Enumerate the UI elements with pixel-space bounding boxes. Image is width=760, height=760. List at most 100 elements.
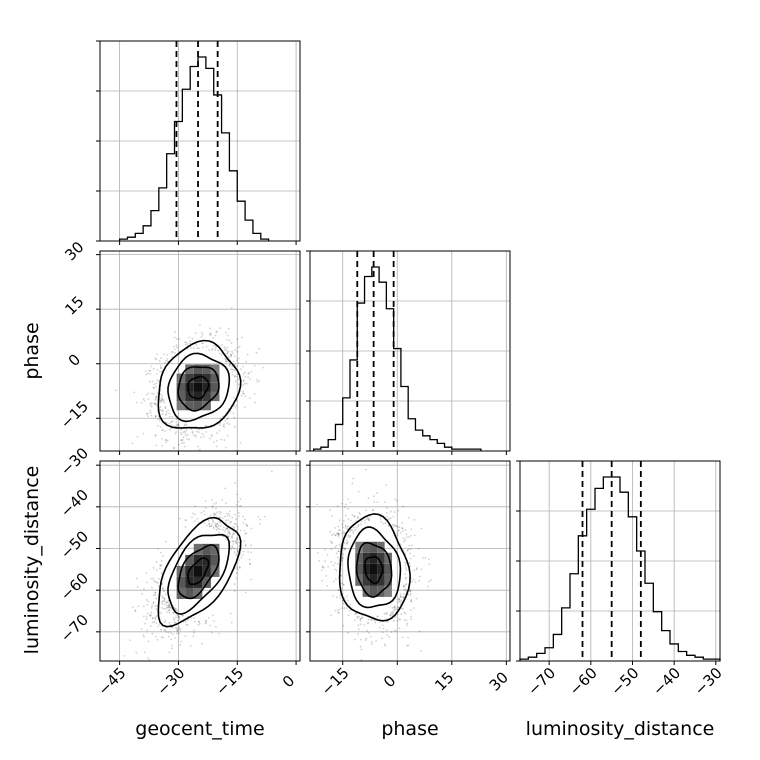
sample-point [176, 627, 178, 630]
sample-point [154, 433, 157, 436]
sample-point [321, 566, 324, 569]
sample-point [142, 398, 145, 400]
sample-point [236, 549, 239, 552]
sample-point [399, 543, 402, 546]
sample-point [403, 593, 405, 596]
sample-point [399, 593, 402, 595]
y-tick-label-phase: 30 [61, 238, 87, 264]
density-cell [369, 585, 378, 597]
sample-point [235, 539, 238, 542]
sample-point [135, 577, 138, 580]
sample-point [393, 525, 395, 528]
sample-point [180, 439, 183, 442]
sample-point [253, 364, 256, 367]
sample-point [204, 513, 206, 516]
sample-point [367, 518, 370, 521]
sample-point [412, 578, 415, 581]
sample-point [155, 444, 158, 447]
sample-point [165, 439, 167, 441]
sample-point [173, 348, 176, 351]
sample-point [330, 614, 333, 617]
sample-point [344, 526, 347, 528]
sample-point [209, 327, 212, 330]
sample-point [162, 636, 165, 639]
sample-point [227, 327, 230, 330]
histogram-phase [312, 251, 482, 451]
sample-point [178, 618, 181, 621]
contour-level [167, 352, 231, 423]
sample-point [235, 518, 238, 520]
sample-point [184, 343, 187, 346]
sample-point [162, 596, 165, 599]
density-cell [193, 543, 203, 555]
sample-point [250, 370, 253, 373]
sample-point [204, 499, 207, 502]
sample-point [150, 365, 153, 368]
sample-point [143, 399, 146, 402]
sample-point [208, 523, 211, 526]
sample-point [176, 337, 178, 340]
sample-point [402, 596, 405, 599]
sample-point [363, 519, 366, 522]
sample-point [226, 512, 228, 515]
sample-point [204, 619, 207, 622]
sample-point [399, 595, 402, 598]
sample-point [388, 518, 390, 520]
sample-point [167, 599, 170, 602]
sample-point [166, 610, 169, 613]
hist-grid-geocent_time [100, 41, 300, 241]
sample-point [153, 387, 156, 389]
sample-point [213, 503, 215, 505]
sample-point [226, 534, 229, 537]
sample-point [149, 625, 152, 628]
sample-point [226, 334, 229, 337]
sample-point [238, 559, 240, 561]
sample-point [189, 644, 192, 647]
sample-point [368, 519, 371, 522]
sample-point [227, 535, 230, 538]
hist-grid-phase [310, 251, 510, 451]
sample-point [413, 534, 416, 537]
sample-point [358, 615, 360, 618]
sample-point [171, 351, 174, 353]
sample-point [363, 624, 366, 626]
sample-point [390, 631, 393, 633]
sample-point [411, 580, 414, 583]
sample-point [238, 515, 240, 518]
sample-point [170, 424, 173, 427]
sample-point [178, 616, 181, 619]
sample-point [404, 588, 407, 591]
histogram-line [118, 56, 270, 241]
sample-point [244, 591, 247, 594]
sample-point [367, 618, 370, 621]
sample-point [233, 589, 236, 592]
sample-point [214, 346, 217, 349]
sample-point [159, 409, 162, 411]
sample-point [151, 604, 154, 607]
sample-point [366, 629, 368, 632]
sample-point [192, 347, 195, 350]
sample-point [383, 612, 386, 615]
sample-point [174, 621, 177, 624]
sample-point [154, 416, 157, 419]
sample-point [185, 519, 188, 522]
sample-point [166, 357, 169, 360]
sample-point [256, 381, 259, 383]
sample-point [413, 518, 416, 521]
sample-point [234, 375, 236, 377]
sample-point [161, 409, 164, 412]
sample-point [176, 346, 178, 349]
sample-point [167, 631, 170, 634]
x-tick-label-phase: 15 [431, 668, 457, 694]
sample-point [145, 571, 148, 574]
sample-point [403, 618, 406, 621]
sample-point [391, 613, 394, 616]
sample-point [147, 600, 150, 603]
sample-point [205, 621, 208, 624]
sample-point [185, 341, 187, 344]
sample-point [160, 397, 163, 399]
contour-level [187, 375, 210, 400]
sample-point [239, 498, 242, 501]
sample-point [161, 596, 164, 599]
sample-point [340, 575, 343, 577]
